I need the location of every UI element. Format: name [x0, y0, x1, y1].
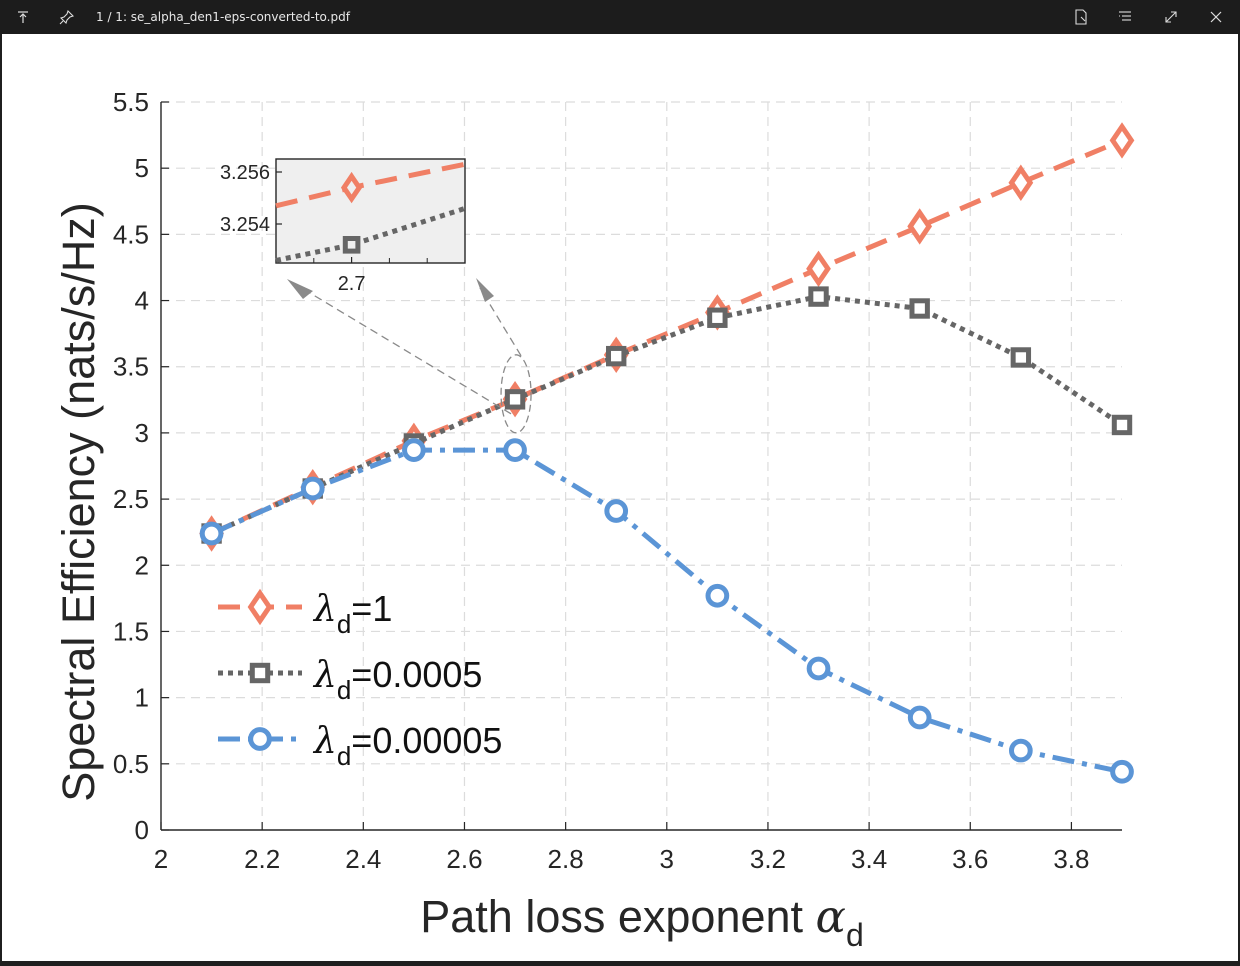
- y-tick-label: 1: [135, 683, 149, 713]
- legend-label: λd=1: [312, 588, 392, 639]
- data-point-square: [909, 298, 930, 319]
- data-point-square: [808, 286, 829, 307]
- data-point-circle: [604, 499, 629, 523]
- series-circle: [199, 438, 1134, 784]
- zoom-arrowhead: [287, 279, 313, 299]
- data-point-diamond: [1109, 122, 1135, 159]
- x-axis-label-main: Path loss exponent: [420, 891, 815, 942]
- y-tick-label: 3: [135, 418, 149, 448]
- legend-label: λd=0.0005: [312, 654, 482, 705]
- close-icon[interactable]: [1207, 8, 1225, 26]
- series-line: [210, 294, 1124, 536]
- y-tick-label: 2: [135, 550, 149, 580]
- data-point-square: [1010, 347, 1032, 368]
- legend-item: λd=0.00005: [218, 720, 502, 771]
- x-axis-label: Path loss exponent αd: [420, 890, 863, 953]
- data-point-circle: [705, 583, 730, 608]
- window-title: 1 / 1: se_alpha_den1-eps-converted-to.pd…: [96, 10, 350, 24]
- pdf-page: 2 2.2 2.4 2.6 2.8 3 3.2 3.4 3.6 3.8 0 0.5 1 1.5 2 2.5 3 3…: [2, 34, 1238, 961]
- data-point-diamond: [907, 208, 933, 245]
- x-tick-label: 2.2: [244, 844, 280, 874]
- y-tick-label: 2.5: [113, 484, 149, 514]
- legend-subscript: d: [337, 675, 351, 705]
- y-tick-label: 1.5: [113, 616, 149, 646]
- data-point-diamond: [1008, 164, 1034, 201]
- x-tick-label: 2: [154, 844, 168, 874]
- x-tick-label: 2.8: [548, 844, 584, 874]
- data-point-square: [1111, 414, 1133, 436]
- legend-symbol: λ: [312, 721, 337, 762]
- series-group: [199, 122, 1135, 784]
- legend-value: =0.0005: [351, 654, 482, 695]
- y-axis-label: Spectral Efficiency (nats/s/Hz): [53, 202, 104, 801]
- x-axis-label-symbol: α: [816, 890, 846, 943]
- data-point-square: [707, 307, 728, 328]
- legend-symbol: λ: [312, 589, 337, 630]
- series-line: [210, 138, 1123, 536]
- data-point-circle: [503, 438, 527, 462]
- x-axis-label-subscript: d: [846, 917, 864, 953]
- x-tick-label: 3.2: [750, 844, 786, 874]
- zoom-arrowhead: [476, 278, 494, 302]
- x-tick-label: 2.4: [345, 844, 381, 874]
- y-tick-label: 5: [135, 153, 149, 183]
- axes: 2 2.2 2.4 2.6 2.8 3 3.2 3.4 3.6 3.8 0 0.5 1 1.5 2 2.5 3 3…: [113, 87, 1122, 874]
- x-tick-label: 3.6: [952, 844, 988, 874]
- legend-item: λd=1: [218, 588, 392, 639]
- expand-icon[interactable]: [1162, 8, 1180, 26]
- y-tick-label: 0.5: [113, 749, 149, 779]
- inset-frame: [275, 158, 466, 264]
- data-point-circle: [199, 521, 224, 546]
- data-point-circle: [907, 705, 932, 730]
- legend-symbol: λ: [312, 655, 337, 696]
- data-point-circle: [1110, 759, 1134, 784]
- inset-series-square: [275, 206, 466, 263]
- x-tick-label: 3.4: [851, 844, 887, 874]
- data-point-circle: [248, 727, 272, 751]
- x-tick-label: 3: [660, 844, 674, 874]
- line-chart: 2 2.2 2.4 2.6 2.8 3 3.2 3.4 3.6 3.8 0 0.5 1 1.5 2 2.5 3 3…: [53, 87, 1135, 953]
- zoom-ellipse: [500, 354, 532, 434]
- data-point-circle: [806, 656, 831, 681]
- inset-y-tick-label: 3.254: [220, 214, 270, 236]
- legend-item: λd=0.0005: [218, 654, 482, 705]
- zoom-annotation: [287, 278, 532, 434]
- pushpin-icon[interactable]: [58, 8, 76, 26]
- series-square: [201, 286, 1133, 544]
- legend-subscript: d: [337, 741, 351, 771]
- legend-value: =1: [351, 588, 392, 629]
- data-point-circle: [1008, 738, 1033, 763]
- data-point-diamond: [806, 250, 831, 287]
- legend-value: =0.00005: [351, 720, 502, 761]
- y-tick-label: 5.5: [113, 87, 149, 117]
- data-point-square: [504, 389, 526, 410]
- inset-x-tick-label: 2.7: [338, 273, 366, 295]
- data-point-circle: [402, 438, 426, 462]
- x-tick-label: 3.8: [1053, 844, 1089, 874]
- list-icon[interactable]: [1116, 8, 1134, 26]
- y-tick-label: 3.5: [113, 352, 149, 382]
- y-tick-label: 4: [135, 286, 149, 316]
- x-tick-label: 2.6: [446, 844, 482, 874]
- window-titlebar: 1 / 1: se_alpha_den1-eps-converted-to.pd…: [0, 0, 1240, 34]
- data-point-diamond: [340, 171, 363, 204]
- data-point-diamond: [247, 588, 273, 626]
- data-point-circle: [300, 476, 325, 501]
- y-tick-label: 0: [135, 815, 149, 845]
- legend-subscript: d: [337, 609, 351, 639]
- inset-series-diamond: [275, 161, 466, 209]
- document-icon[interactable]: [1072, 8, 1090, 26]
- inset-y-tick-label: 3.256: [220, 162, 270, 184]
- data-point-square: [249, 662, 271, 684]
- data-point-square: [342, 236, 361, 254]
- pin-top-icon[interactable]: [14, 8, 32, 26]
- zoom-arrow-line: [294, 283, 512, 415]
- data-point-square: [606, 345, 627, 367]
- inset-plot: 2.7 3.254 3.256: [220, 158, 466, 295]
- series-line: [210, 447, 1123, 775]
- legend-label: λd=0.00005: [312, 720, 502, 771]
- y-tick-label: 4.5: [113, 219, 149, 249]
